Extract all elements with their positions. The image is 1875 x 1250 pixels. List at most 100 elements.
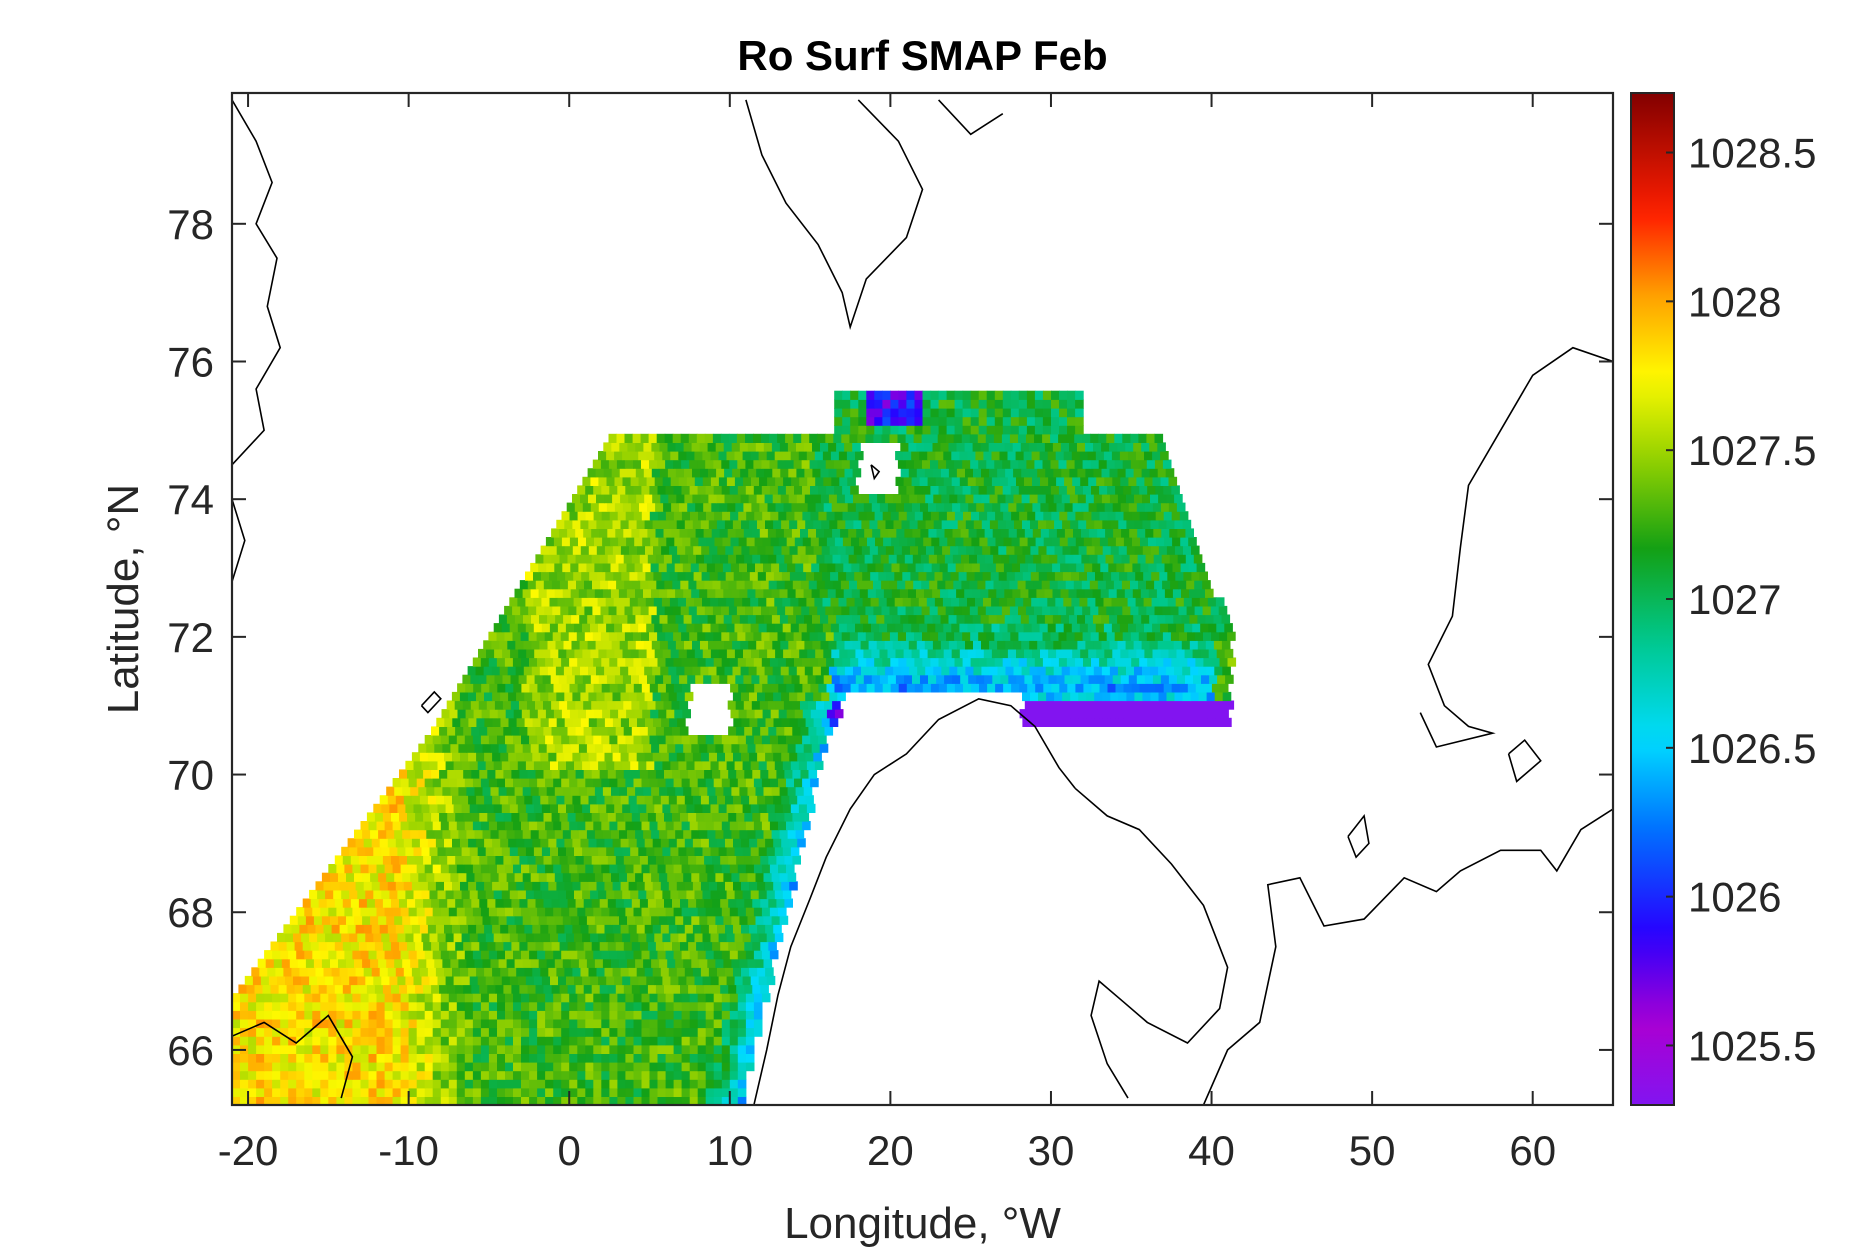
field-cell [566, 803, 575, 813]
field-cell [716, 519, 726, 529]
field-cell [821, 545, 831, 555]
field-cell [310, 898, 320, 908]
field-cell [562, 829, 572, 839]
field-cell [642, 562, 652, 573]
field-cell [681, 864, 691, 874]
field-cell [1073, 580, 1083, 590]
field-cell [733, 795, 742, 805]
field-cell [535, 554, 544, 564]
field-cell [1158, 691, 1168, 702]
field-cell [577, 993, 586, 1003]
field-cell [757, 519, 766, 529]
field-cell [741, 571, 751, 581]
field-cell [646, 476, 656, 486]
field-cell [1121, 528, 1130, 538]
field-cell [432, 1096, 442, 1105]
field-cell [470, 700, 480, 710]
field-cell [797, 717, 807, 727]
field-cell [1090, 631, 1100, 641]
field-cell [1050, 631, 1060, 641]
field-cell [614, 674, 624, 684]
field-cell [562, 562, 571, 573]
field-cell [1013, 494, 1023, 504]
field-cell [628, 691, 638, 702]
field-cell [376, 864, 386, 874]
field-cell [1125, 640, 1135, 650]
field-cell [365, 889, 374, 900]
field-cell [964, 614, 974, 624]
field-cell [874, 511, 884, 521]
field-cell [852, 614, 861, 624]
field-cell [1050, 485, 1060, 495]
field-cell [240, 1053, 249, 1063]
field-cell [505, 1018, 514, 1029]
field-cell [248, 1079, 257, 1089]
field-cell [665, 1044, 675, 1054]
field-cell [1152, 648, 1162, 659]
field-cell [1167, 597, 1177, 607]
field-cell [525, 597, 534, 607]
field-cell [264, 1062, 273, 1072]
field-cell [720, 580, 730, 590]
field-cell [1191, 717, 1200, 727]
field-cell [344, 1027, 353, 1037]
field-cell [762, 709, 772, 719]
field-cell [1066, 605, 1075, 616]
field-cell [550, 975, 559, 986]
field-cell [931, 562, 941, 573]
field-cell [596, 666, 605, 676]
field-cell [741, 881, 750, 891]
field-cell [865, 580, 874, 590]
field-cell [702, 846, 712, 856]
field-cell [748, 640, 757, 650]
field-cell [661, 571, 671, 581]
field-cell [1188, 709, 1197, 719]
field-cell [368, 1079, 378, 1089]
field-cell [553, 1001, 562, 1011]
field-cell [476, 924, 485, 934]
field-cell [786, 537, 796, 547]
field-cell [766, 889, 776, 900]
field-cell [532, 838, 541, 848]
field-cell [751, 674, 760, 684]
field-cell [1048, 648, 1057, 659]
field-cell [1142, 666, 1151, 676]
field-cell [1176, 674, 1186, 684]
field-cell [759, 502, 768, 512]
field-cell [782, 803, 792, 813]
field-cell [854, 597, 864, 607]
field-cell [566, 975, 575, 986]
field-cell [620, 924, 630, 934]
field-cell [993, 554, 1002, 564]
field-cell [774, 760, 784, 770]
field-cell [424, 1010, 434, 1020]
field-cell [565, 623, 575, 633]
field-cell [806, 571, 815, 581]
field-cell [729, 1018, 739, 1029]
field-cell [532, 967, 541, 977]
field-cell [256, 1062, 265, 1072]
field-cell [1132, 562, 1141, 573]
field-cell [550, 648, 559, 659]
field-cell [561, 1070, 570, 1080]
field-cell [507, 640, 516, 650]
field-cell [588, 967, 598, 977]
field-cell [352, 1018, 361, 1029]
field-cell [845, 545, 855, 555]
field-cell [699, 829, 708, 839]
field-cell [668, 795, 678, 805]
field-cell [790, 597, 799, 607]
field-cell [503, 726, 512, 736]
field-cell [922, 631, 931, 641]
field-cell [1078, 519, 1087, 529]
field-cell [296, 1096, 305, 1105]
field-cell [726, 889, 736, 900]
field-cell [551, 528, 560, 538]
field-cell [554, 829, 564, 839]
field-cell [288, 1087, 297, 1097]
field-cell [641, 1036, 651, 1046]
field-cell [558, 648, 567, 659]
field-cell [427, 795, 437, 805]
field-cell [633, 1070, 643, 1080]
field-cell [1139, 683, 1149, 693]
